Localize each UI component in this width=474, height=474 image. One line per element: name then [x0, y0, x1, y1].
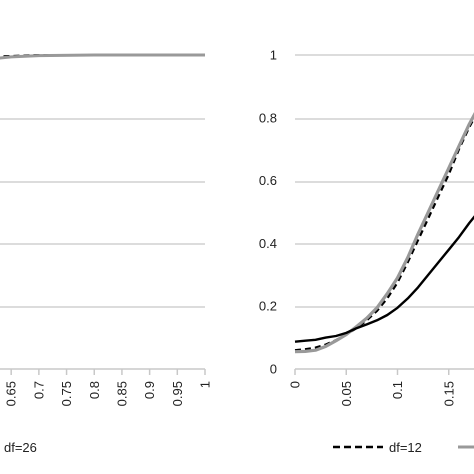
left-x-tick-labels: 0.60.650.70.750.80.850.90.951	[4, 381, 213, 406]
left-legend-label: df=26	[4, 440, 37, 455]
left-series-lines	[0, 53, 205, 60]
right-y-tick-label: 1	[270, 48, 277, 63]
right-y-tick-label: 0	[270, 362, 277, 377]
right-x-tick-label: 0.05	[339, 381, 354, 406]
right-y-tick-label: 0.8	[259, 110, 277, 125]
right-x-tick-label: 0.1	[390, 381, 405, 399]
left-chart-panel: 0.60.650.70.750.80.850.90.951 df=26	[0, 53, 213, 455]
left-x-tick-label: 0.75	[59, 381, 74, 406]
legend-label-df12: df=12	[389, 440, 422, 455]
left-gridlines	[0, 118, 205, 308]
right-y-tick-label: 0.4	[259, 236, 277, 251]
left-x-tick-label: 0.95	[170, 381, 185, 406]
right-gridlines	[295, 54, 474, 308]
right-x-tick-labels: 0 0.05 0.1 0.15	[288, 381, 457, 406]
right-chart-panel: 0 0.2 0.4 0.6 0.8 1 0 0.05 0.1 0.15 df=12	[259, 48, 474, 455]
left-x-tick-label: 0.65	[4, 381, 19, 406]
right-y-tick-label: 0.6	[259, 173, 277, 188]
left-x-tick-label: 0.8	[87, 381, 102, 399]
right-series-black-line	[294, 215, 474, 343]
left-x-tick-label: 1	[198, 381, 213, 388]
right-series-grey-line	[294, 112, 474, 354]
left-x-tick-label: 0.9	[142, 381, 157, 399]
right-x-axis	[294, 368, 474, 375]
right-series-lines	[294, 112, 474, 354]
left-legend: df=26	[4, 440, 37, 455]
right-series-df12-dashed-line	[294, 116, 474, 352]
left-x-tick-label: 0.85	[114, 381, 129, 406]
left-x-tick-label: 0.7	[31, 381, 46, 399]
right-y-tick-label: 0.2	[259, 299, 277, 314]
right-y-tick-labels: 0 0.2 0.4 0.6 0.8 1	[259, 48, 277, 377]
right-x-tick-label: 0.15	[441, 381, 456, 406]
left-series-grey-line	[0, 53, 205, 60]
right-x-tick-label: 0	[288, 381, 303, 388]
left-x-axis	[0, 368, 206, 375]
right-legend: df=12	[333, 440, 474, 455]
